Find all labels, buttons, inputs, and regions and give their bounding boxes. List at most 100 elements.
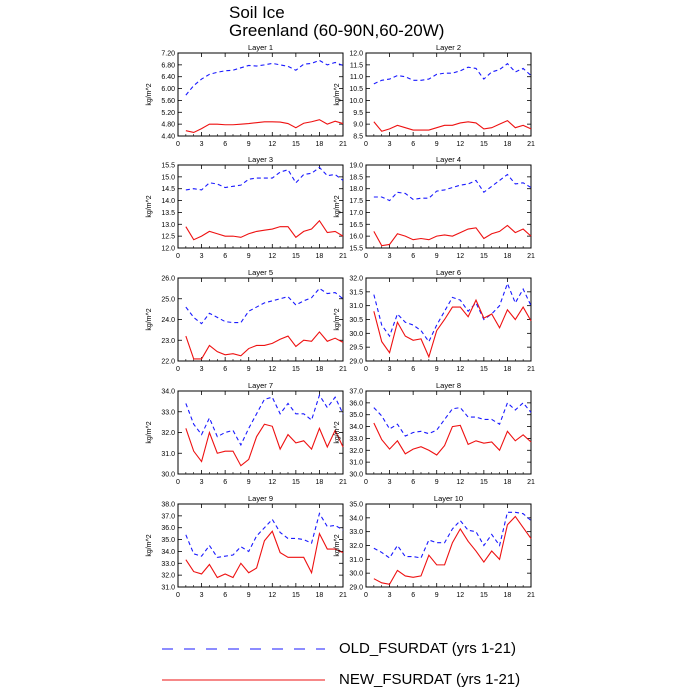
y-tick-label: 13.0 bbox=[161, 222, 175, 229]
y-tick-label: 5.60 bbox=[161, 98, 175, 105]
x-tick-label: 3 bbox=[200, 366, 204, 373]
y-tick-label: 31.5 bbox=[349, 289, 363, 296]
y-tick-label: 30.5 bbox=[349, 317, 363, 324]
x-tick-label: 0 bbox=[364, 366, 368, 373]
y-tick-label: 23.0 bbox=[161, 338, 175, 345]
x-tick-label: 9 bbox=[247, 253, 251, 260]
plot-frame bbox=[365, 390, 532, 475]
chart-panel-1: Layer 1 kg/m^2 4.40 4.80 5.20 5.60 6.00 6.40 6.8… bbox=[146, 43, 347, 148]
legend-old-label: OLD_FSURDAT (yrs 1-21) bbox=[339, 640, 516, 657]
y-tick-label: 8.5 bbox=[353, 134, 363, 141]
x-tick-label: 18 bbox=[316, 253, 324, 260]
series-line-old bbox=[185, 166, 344, 191]
x-tick-label: 12 bbox=[456, 592, 464, 599]
chart-panel-6: Layer 6 kg/m^2 29.0 29.5 30.0 30.5 31.0 31.5 32.… bbox=[334, 268, 535, 373]
series-line-new bbox=[373, 515, 532, 585]
y-tick-label: 33.0 bbox=[349, 529, 363, 536]
panel-title: Layer 3 bbox=[248, 155, 273, 164]
plot-frame bbox=[365, 52, 532, 137]
x-tick-label: 18 bbox=[504, 366, 512, 373]
x-tick-label: 9 bbox=[435, 253, 439, 260]
x-tick-label: 9 bbox=[247, 479, 251, 486]
x-tick-label: 3 bbox=[388, 253, 392, 260]
x-tick-label: 9 bbox=[247, 141, 251, 148]
x-tick-label: 6 bbox=[223, 592, 227, 599]
series-line-new bbox=[373, 119, 532, 132]
x-tick-label: 15 bbox=[292, 592, 300, 599]
x-tick-label: 9 bbox=[435, 479, 439, 486]
x-tick-label: 12 bbox=[456, 141, 464, 148]
y-tick-label: 34.0 bbox=[349, 515, 363, 522]
y-tick-label: 9.5 bbox=[353, 110, 363, 117]
y-tick-label: 34.0 bbox=[349, 424, 363, 431]
x-tick-label: 6 bbox=[411, 592, 415, 599]
x-tick-label: 12 bbox=[456, 253, 464, 260]
series-line-old bbox=[185, 59, 344, 96]
x-tick-label: 21 bbox=[339, 592, 347, 599]
x-tick-label: 0 bbox=[176, 479, 180, 486]
y-tick-label: 33.0 bbox=[349, 436, 363, 443]
y-axis-label: kg/m^2 bbox=[334, 83, 341, 105]
y-tick-label: 6.00 bbox=[161, 86, 175, 93]
x-tick-label: 12 bbox=[268, 366, 276, 373]
y-tick-label: 15.5 bbox=[161, 163, 175, 170]
panel-title: Layer 10 bbox=[434, 494, 463, 503]
x-tick-label: 0 bbox=[176, 366, 180, 373]
y-tick-label: 31.0 bbox=[161, 451, 175, 458]
series-line-old bbox=[373, 62, 532, 85]
x-tick-label: 12 bbox=[456, 479, 464, 486]
y-tick-label: 32.0 bbox=[349, 276, 363, 283]
y-tick-label: 25.0 bbox=[161, 296, 175, 303]
x-tick-label: 6 bbox=[223, 366, 227, 373]
series-line-new bbox=[185, 331, 344, 360]
x-tick-label: 6 bbox=[411, 253, 415, 260]
panel-title: Layer 4 bbox=[436, 155, 461, 164]
series-line-old bbox=[185, 393, 344, 447]
x-tick-label: 0 bbox=[364, 479, 368, 486]
y-tick-label: 5.20 bbox=[161, 110, 175, 117]
series-line-new bbox=[373, 298, 532, 359]
x-tick-label: 15 bbox=[480, 479, 488, 486]
panel-title: Layer 6 bbox=[436, 268, 461, 277]
y-tick-label: 12.0 bbox=[161, 246, 175, 253]
y-tick-label: 29.0 bbox=[349, 585, 363, 592]
chart-title-line-1: Soil Ice bbox=[229, 3, 285, 22]
x-tick-label: 12 bbox=[268, 479, 276, 486]
x-tick-label: 18 bbox=[316, 479, 324, 486]
x-tick-label: 18 bbox=[316, 592, 324, 599]
y-tick-label: 11.5 bbox=[350, 62, 363, 69]
y-tick-label: 18.5 bbox=[349, 174, 363, 181]
x-tick-label: 21 bbox=[527, 479, 535, 486]
x-tick-label: 18 bbox=[316, 366, 324, 373]
y-tick-label: 12.0 bbox=[349, 51, 363, 58]
x-tick-label: 0 bbox=[176, 592, 180, 599]
x-tick-label: 15 bbox=[292, 141, 300, 148]
y-tick-label: 29.5 bbox=[349, 345, 363, 352]
x-tick-label: 18 bbox=[316, 141, 324, 148]
plot-frame bbox=[365, 164, 532, 249]
y-tick-label: 35.0 bbox=[161, 537, 175, 544]
chart-title-line-2: Greenland (60-90N,60-20W) bbox=[229, 21, 445, 40]
y-tick-label: 6.80 bbox=[161, 62, 175, 69]
series-line-new bbox=[185, 119, 344, 134]
y-tick-label: 36.0 bbox=[349, 400, 363, 407]
x-tick-label: 21 bbox=[339, 253, 347, 260]
series-line-old bbox=[373, 173, 532, 202]
y-tick-label: 14.5 bbox=[161, 186, 175, 193]
chart-panel-7: Layer 7 kg/m^2 30.0 31.0 32.0 33.0 34.0 0 3 6 9 12 1… bbox=[146, 381, 347, 486]
x-tick-label: 18 bbox=[504, 253, 512, 260]
x-tick-label: 3 bbox=[388, 592, 392, 599]
x-tick-label: 21 bbox=[527, 366, 535, 373]
y-axis-label: kg/m^2 bbox=[146, 195, 153, 217]
y-tick-label: 34.0 bbox=[161, 389, 175, 396]
chart-panel-8: Layer 8 kg/m^2 30.0 31.0 32.0 33.0 34.0 35.0 36.… bbox=[334, 381, 535, 486]
series-line-old bbox=[373, 281, 532, 343]
x-tick-label: 9 bbox=[435, 141, 439, 148]
y-tick-label: 31.0 bbox=[349, 303, 363, 310]
y-tick-label: 13.5 bbox=[161, 210, 175, 217]
x-tick-label: 21 bbox=[339, 479, 347, 486]
y-tick-label: 9.0 bbox=[353, 122, 363, 129]
y-tick-label: 26.0 bbox=[161, 276, 175, 283]
y-tick-label: 31.0 bbox=[349, 460, 363, 467]
